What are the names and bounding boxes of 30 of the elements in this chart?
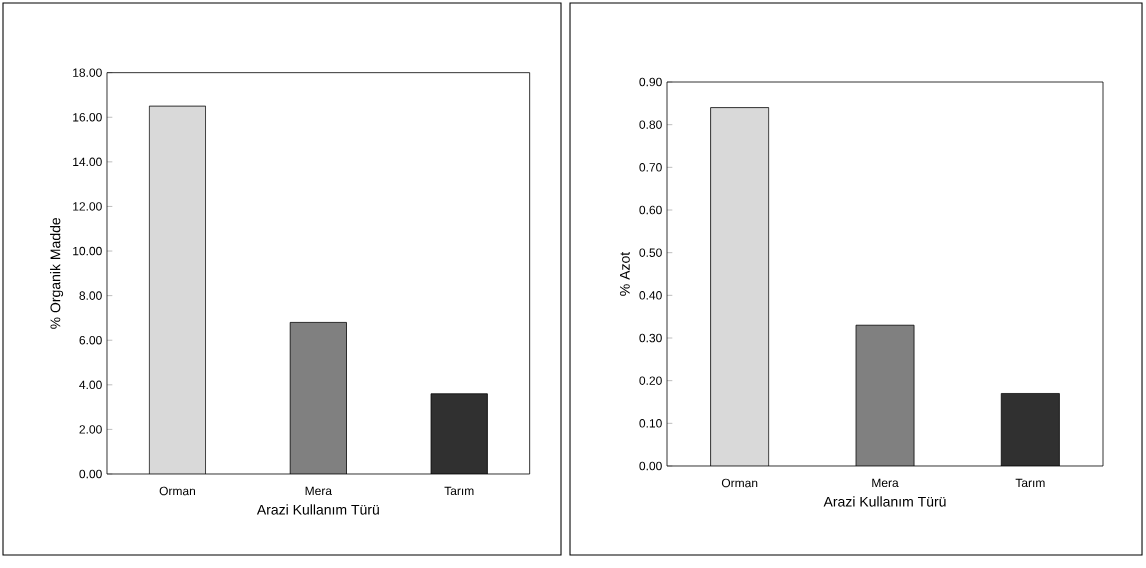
x-tick-label: Mera: [305, 486, 332, 496]
x-tick-label: Orman: [159, 486, 196, 496]
y-tick-label: 0.00: [79, 469, 102, 479]
x-tick-label: Tarım: [1015, 478, 1045, 488]
y-tick-label: 16.00: [73, 113, 102, 122]
y-tick-label: 10.00: [73, 246, 102, 256]
y-tick-label: 0.10: [639, 419, 662, 428]
y-tick-label: 18.00: [73, 68, 102, 77]
y-tick-label: 2.00: [79, 425, 102, 434]
x-axis-title: Arazi Kullanım Türü: [823, 496, 946, 507]
y-axis-title: % Azot: [619, 251, 630, 296]
y-tick-label: 14.00: [73, 157, 102, 167]
y-tick-label: 0.30: [639, 333, 662, 343]
y-tick-label: 6.00: [79, 335, 102, 345]
y-tick-label: 0.80: [639, 120, 662, 129]
y-tick-label: 0.60: [639, 205, 662, 215]
y-tick-label: 4.00: [79, 380, 102, 390]
x-tick-label: Mera: [872, 478, 899, 488]
x-tick-label: Tarım: [444, 486, 474, 496]
y-tick-label: 0.50: [639, 248, 662, 257]
y-tick-label: 0.20: [639, 376, 662, 385]
y-tick-label: 0.70: [639, 163, 662, 172]
x-axis-title: Arazi Kullanım Türü: [256, 504, 379, 515]
x-tick-label: Orman: [721, 478, 758, 488]
y-tick-label: 0.00: [639, 461, 662, 471]
y-axis-title: % Organik Madde: [50, 217, 64, 329]
y-tick-label: 8.00: [79, 291, 102, 300]
y-tick-label: 0.40: [639, 291, 662, 300]
y-tick-label: 0.90: [639, 77, 662, 87]
y-tick-label: 12.00: [73, 202, 102, 211]
